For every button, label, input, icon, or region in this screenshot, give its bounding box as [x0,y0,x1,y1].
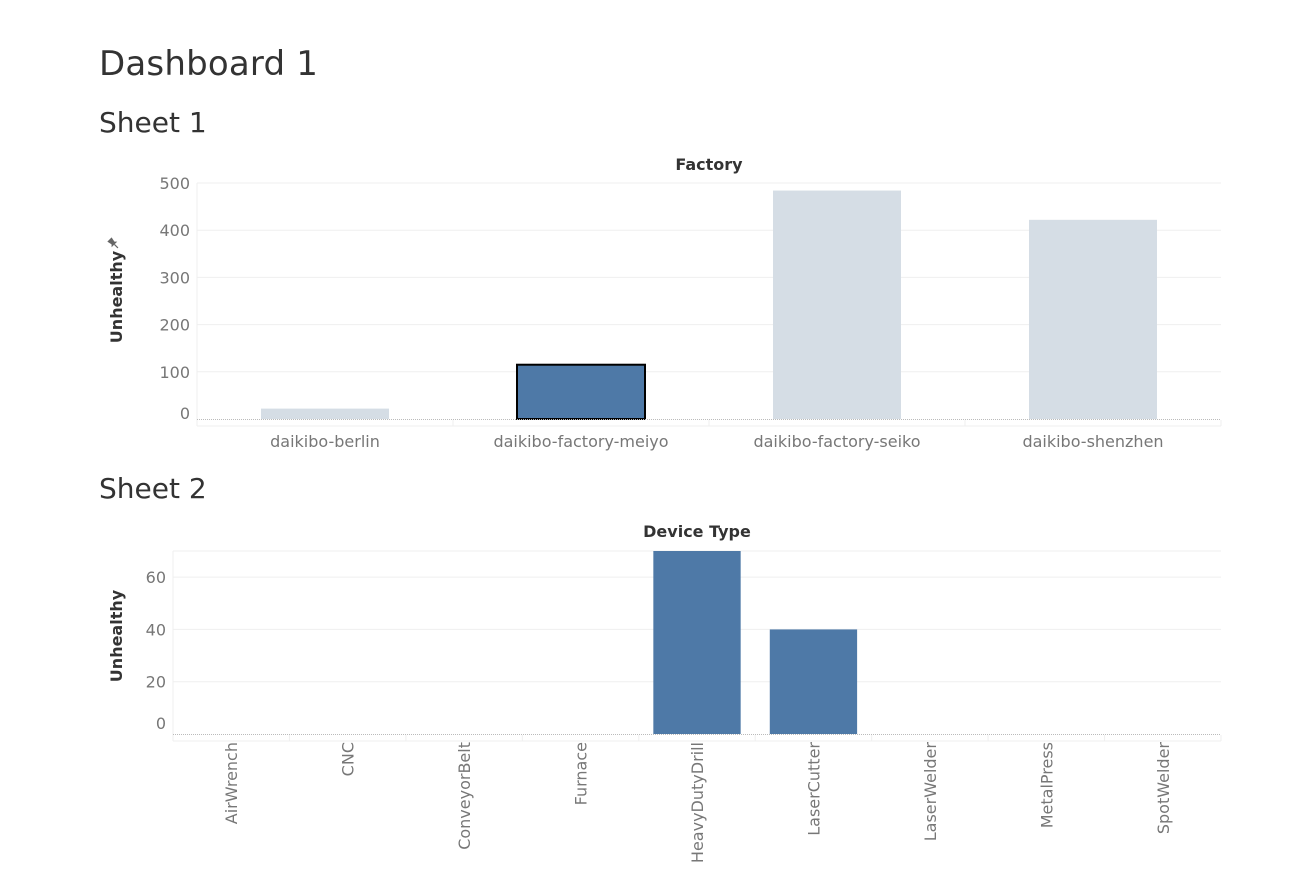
y-tick-label: 0 [180,404,190,423]
bar-daikibo-shenzhen[interactable] [1029,219,1157,419]
x-category-label: AirWrench [222,742,241,824]
x-category-label: SpotWelder [1154,742,1173,835]
y-tick-label: 200 [159,316,190,335]
bar-lasercutter[interactable] [769,629,858,734]
x-category-label: daikibo-factory-meiyo [493,432,668,451]
dashboard-title: Dashboard 1 [99,44,319,84]
x-category-label: LaserWelder [921,742,940,842]
pin-icon[interactable] [107,237,121,251]
chart-header: Device Type [643,522,751,541]
y-tick-label: 0 [156,714,166,733]
y-tick-label: 500 [159,174,190,193]
x-category-label: Furnace [572,742,591,805]
chart-header: Factory [675,155,743,174]
y-tick-label: 400 [159,221,190,240]
x-category-label: CNC [339,742,358,776]
sheet2-title: Sheet 2 [99,472,207,505]
y-tick-label: 40 [146,620,166,639]
bar-heavydutydrill[interactable] [653,551,741,734]
y-tick-label: 300 [159,268,190,287]
y-axis-title: Unhealthy [107,250,126,343]
x-category-label: ConveyorBelt [455,742,474,850]
bar-daikibo-factory-seiko[interactable] [773,190,901,419]
y-tick-label: 100 [159,363,190,382]
y-tick-label: 20 [146,673,166,692]
y-tick-label: 60 [146,568,166,587]
bar-daikibo-berlin[interactable] [261,408,389,419]
sheet1-title: Sheet 1 [99,106,207,139]
x-category-label: MetalPress [1037,742,1056,828]
y-axis-title: Unhealthy [107,589,126,682]
bar-daikibo-factory-meiyo[interactable] [516,363,646,420]
x-category-label: daikibo-berlin [270,432,380,451]
x-category-label: daikibo-factory-seiko [753,432,920,451]
x-category-label: HeavyDutyDrill [688,742,707,863]
x-category-label: LaserCutter [804,742,823,836]
x-category-label: daikibo-shenzhen [1022,432,1163,451]
